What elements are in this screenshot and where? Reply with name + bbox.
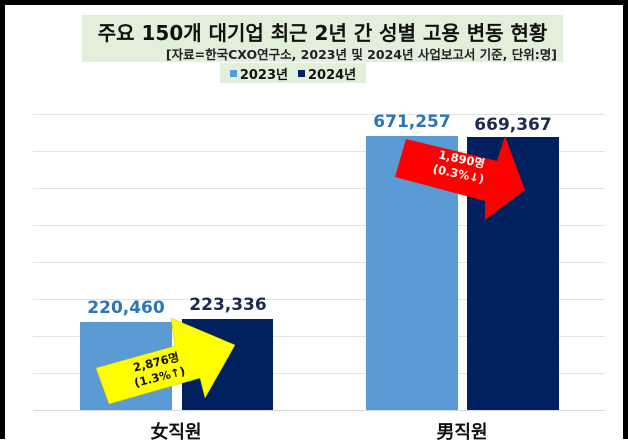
value-label-women-2024: 223,336	[189, 295, 267, 315]
value-label-women-2023: 220,460	[87, 298, 165, 318]
gridline	[33, 373, 605, 374]
gridline	[33, 262, 605, 263]
chart-subtitle: [자료=한국CXO연구소, 2023년 및 2024년 사업보고서 기준, 단위…	[165, 47, 557, 62]
gridline	[33, 151, 605, 152]
gridline	[33, 299, 605, 300]
legend-label-2023: 2023년	[239, 67, 288, 83]
decrease-arrow-icon	[395, 136, 525, 220]
value-label-men-2024: 669,367	[474, 115, 552, 135]
gridline	[33, 188, 605, 189]
gridline	[33, 336, 605, 337]
value-label-men-2023: 671,257	[373, 112, 451, 132]
legend-swatch-2024-icon	[298, 69, 305, 77]
legend-item-2024: 2024년	[298, 64, 356, 83]
title-box: 주요 150개 대기업 최근 2년 간 성별 고용 변동 현황 [자료=한국CX…	[82, 15, 563, 62]
legend-item-2023: 2023년	[229, 64, 288, 83]
legend: 2023년 2024년	[220, 63, 366, 83]
category-label-men: 男직원	[436, 422, 488, 443]
baseline	[33, 410, 605, 411]
gridline	[33, 114, 605, 115]
gridline	[33, 225, 605, 226]
legend-label-2024: 2024년	[308, 67, 357, 83]
increase-arrow-icon	[95, 318, 236, 405]
legend-swatch-2023-icon	[229, 69, 237, 77]
chart-title: 주요 150개 대기업 최근 2년 간 성별 고용 변동 현황	[97, 21, 548, 45]
category-label-women: 女직원	[150, 422, 202, 443]
